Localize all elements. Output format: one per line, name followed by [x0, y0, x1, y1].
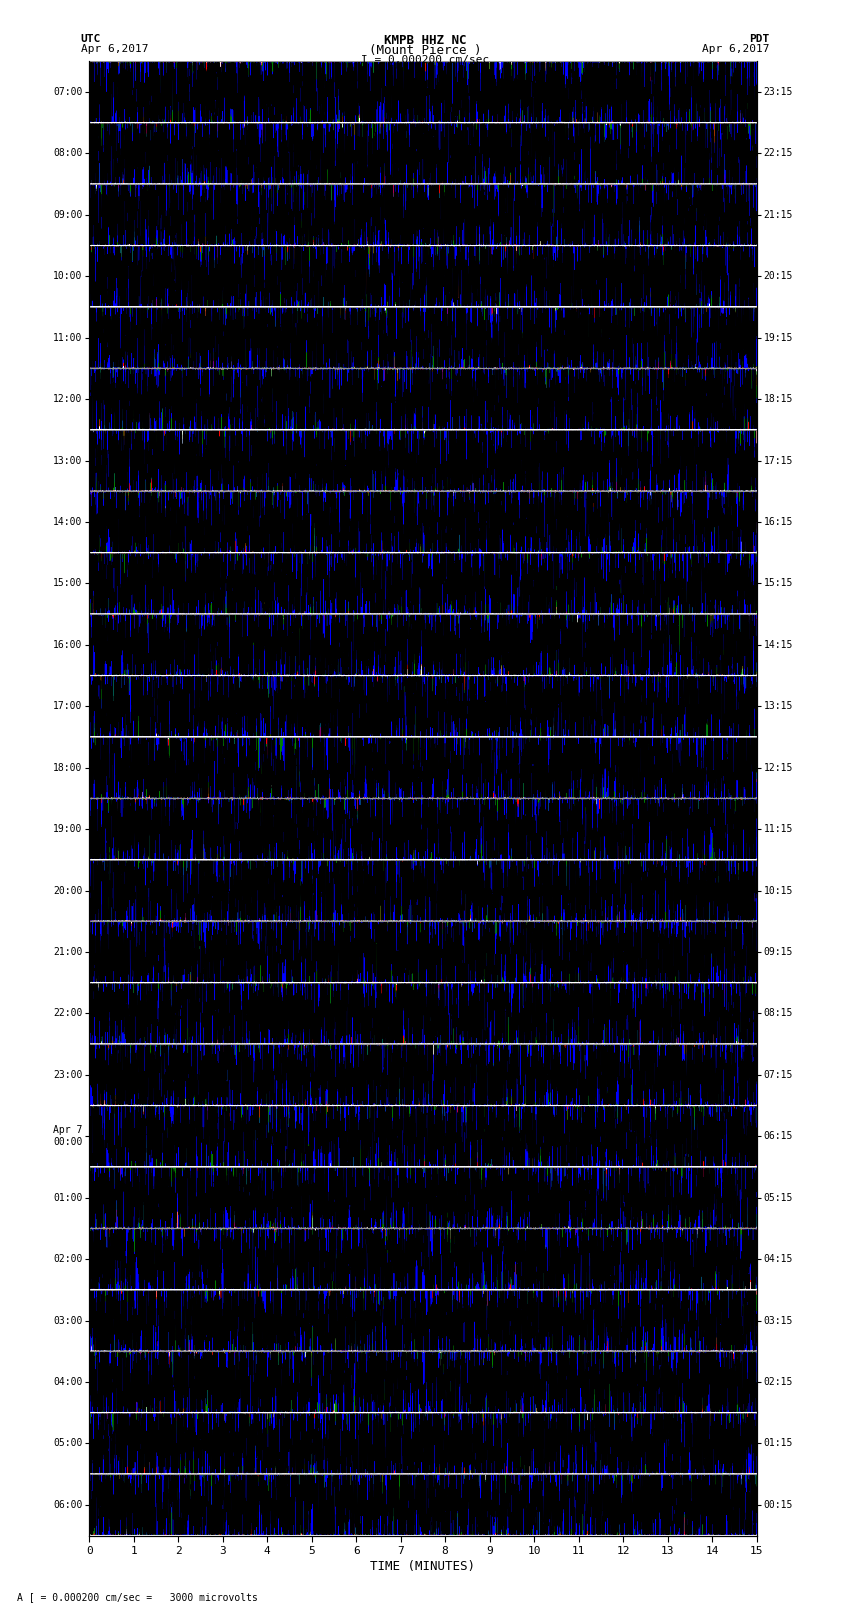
- Text: KMPB HHZ NC: KMPB HHZ NC: [383, 34, 467, 47]
- Text: PDT: PDT: [749, 34, 769, 44]
- Text: I = 0.000200 cm/sec: I = 0.000200 cm/sec: [361, 55, 489, 65]
- Text: A [ = 0.000200 cm/sec =   3000 microvolts: A [ = 0.000200 cm/sec = 3000 microvolts: [17, 1592, 258, 1602]
- Text: Apr 6,2017: Apr 6,2017: [81, 44, 148, 53]
- X-axis label: TIME (MINUTES): TIME (MINUTES): [371, 1560, 475, 1573]
- Text: (Mount Pierce ): (Mount Pierce ): [369, 44, 481, 56]
- Text: Apr 6,2017: Apr 6,2017: [702, 44, 769, 53]
- Text: UTC: UTC: [81, 34, 101, 44]
